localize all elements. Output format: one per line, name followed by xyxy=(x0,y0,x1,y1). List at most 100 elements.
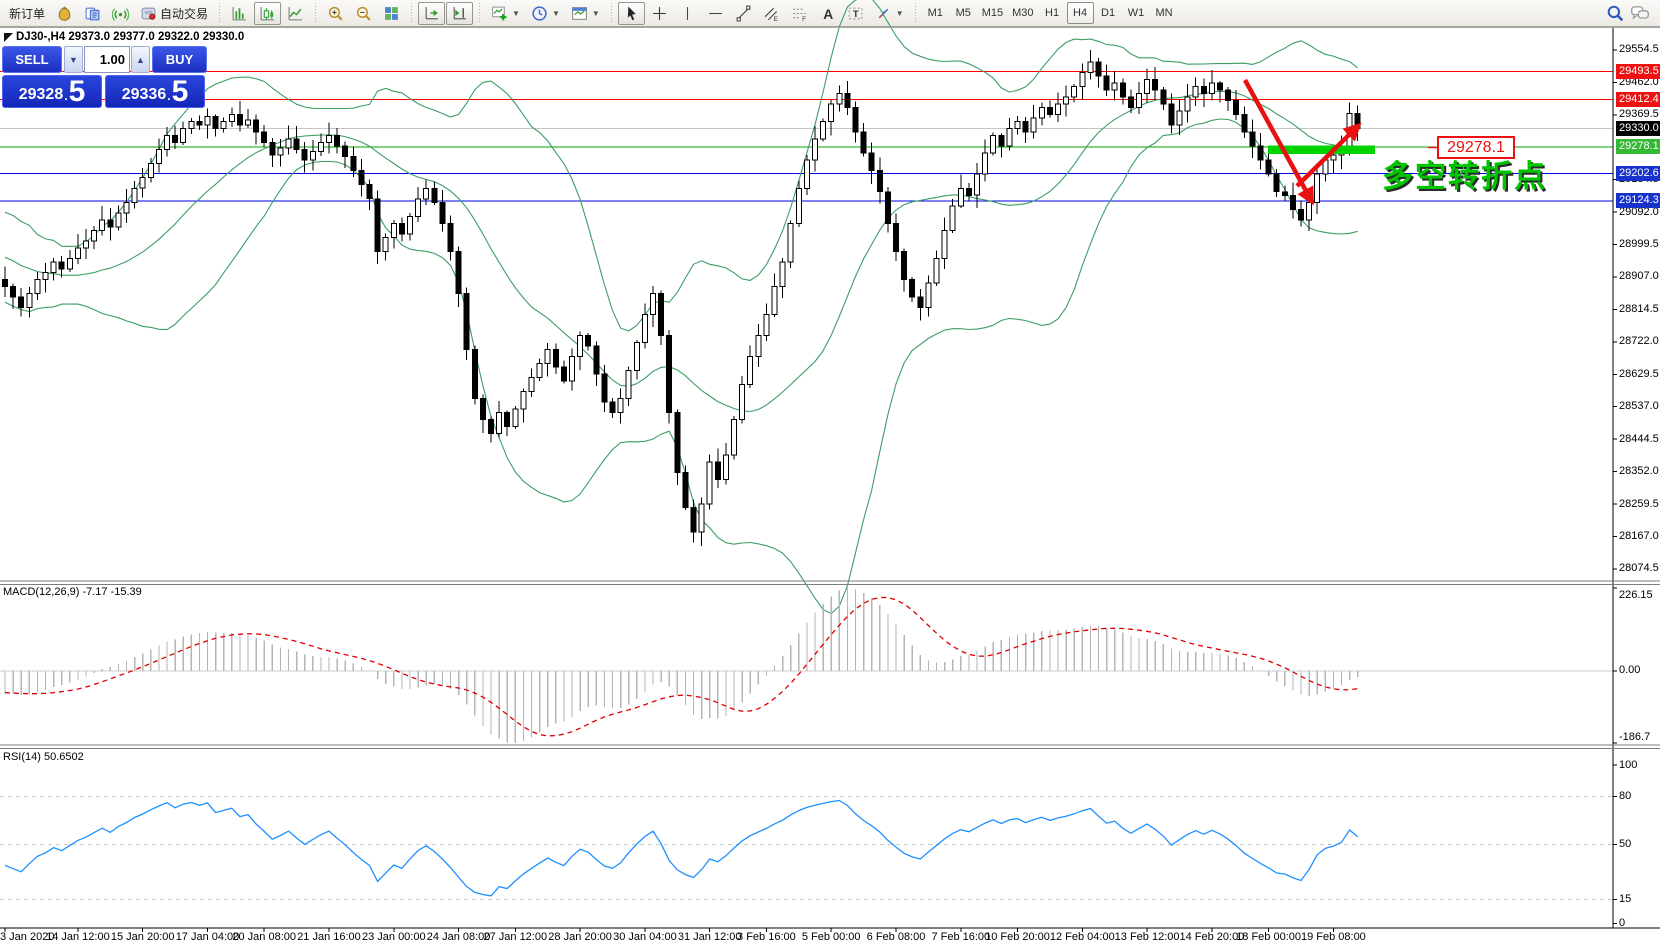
candlestick-mode-button[interactable] xyxy=(254,1,282,25)
autotrading-icon xyxy=(141,7,156,20)
time-label: 7 Feb 16:00 xyxy=(931,931,991,943)
main-toolbar: 新订单 自动交易 xyxy=(0,0,1660,27)
templates-button[interactable]: ▼ xyxy=(566,2,605,25)
rsi-label: RSI(14) 50.6502 xyxy=(3,751,84,763)
template-icon xyxy=(571,6,587,20)
zoom-in-button[interactable] xyxy=(322,2,349,25)
zoom-out-button[interactable] xyxy=(350,2,377,25)
time-axis[interactable]: 3 Jan 2020 14 Jan 12:00 15 Jan 20:00 17 Jan… xyxy=(0,928,1660,947)
toolbar-grip xyxy=(477,3,483,23)
text-tool-button[interactable]: A xyxy=(814,2,841,25)
documents-icon xyxy=(85,7,100,20)
autotrading-button[interactable]: 自动交易 xyxy=(135,2,213,25)
toolbar-right xyxy=(1606,4,1656,22)
chart-title: DJ30-,H4 29373.0 29377.0 29322.0 29330.0 xyxy=(16,31,245,43)
collapse-triangle-icon[interactable] xyxy=(4,33,14,43)
history-center-button[interactable] xyxy=(51,2,78,25)
crosshair-tool-button[interactable] xyxy=(646,2,673,25)
svg-text:E: E xyxy=(773,15,777,21)
line-chart-icon xyxy=(288,6,302,20)
macd-window-splitter[interactable] xyxy=(0,580,1660,585)
market-watch-button[interactable] xyxy=(79,2,106,25)
toolbar-grip xyxy=(313,3,319,23)
timeframe-button-d1[interactable]: D1 xyxy=(1101,7,1116,19)
annotation-price-tag: 29278.1 xyxy=(1437,136,1515,159)
timeframe-button-w1[interactable]: W1 xyxy=(1127,7,1145,19)
indicators-button[interactable]: ▼ xyxy=(486,2,525,25)
toolbar-grip xyxy=(912,3,918,23)
buy-price-pips: 5 xyxy=(171,75,189,108)
time-label: 31 Jan 12:00 xyxy=(677,931,742,943)
macd-label: MACD(12,26,9) -7.17 -15.39 xyxy=(3,586,142,598)
crosshair-icon xyxy=(652,6,666,20)
timeframe-button-h4[interactable]: H4 xyxy=(1066,2,1094,24)
dropdown-caret-icon: ▼ xyxy=(895,8,904,18)
toolbar-grip xyxy=(409,3,415,23)
trendline-tool-button[interactable] xyxy=(730,2,757,25)
time-label: 30 Jan 04:00 xyxy=(613,931,677,943)
signals-button[interactable] xyxy=(107,2,134,25)
horizontal-line-tool-button[interactable] xyxy=(702,2,729,25)
vertical-line-icon xyxy=(686,6,688,20)
volume-increase-button[interactable]: ▲ xyxy=(131,46,150,73)
sell-price-main: 29328 xyxy=(18,86,64,103)
buy-button[interactable]: BUY xyxy=(152,46,207,73)
dropdown-caret-icon: ▼ xyxy=(512,8,520,18)
svg-text:A: A xyxy=(823,5,833,21)
time-label: 17 Jan 04:00 xyxy=(175,931,240,943)
timeframe-button-mn[interactable]: MN xyxy=(1155,7,1173,19)
time-label: 18 Feb 00:00 xyxy=(1236,931,1302,943)
one-click-top-row: SELL ▼ ▲ BUY xyxy=(2,46,207,73)
timeframe-group: M1 M5 M15 M30 H1 H4 D1 W1 MN xyxy=(922,2,1178,24)
new-order-button[interactable]: 新订单 xyxy=(4,2,50,25)
cursor-icon xyxy=(627,6,636,20)
tile-windows-button[interactable] xyxy=(378,2,405,25)
indicators-icon xyxy=(492,6,507,20)
chart-shift-button[interactable] xyxy=(446,1,474,25)
autotrading-label: 自动交易 xyxy=(160,6,209,21)
clock-icon xyxy=(532,5,547,21)
text-label-icon: T xyxy=(848,7,863,20)
rsi-window-splitter[interactable] xyxy=(0,744,1660,749)
timeframe-button-m1[interactable]: M1 xyxy=(927,7,943,19)
time-label: 27 Jan 12:00 xyxy=(483,931,548,943)
sell-button[interactable]: SELL xyxy=(2,46,62,73)
time-label: 20 Jan 08:00 xyxy=(232,931,296,943)
auto-scroll-button[interactable] xyxy=(418,1,446,25)
volume-input[interactable] xyxy=(84,46,130,73)
new-order-label: 新订单 xyxy=(9,6,46,21)
zoom-out-icon xyxy=(356,6,371,21)
toolbar-grip xyxy=(608,3,614,23)
channel-icon: E xyxy=(764,7,778,22)
svg-text:T: T xyxy=(853,9,859,20)
cursor-tool-button[interactable] xyxy=(617,1,645,25)
timeframe-button-m30[interactable]: M30 xyxy=(1012,7,1034,19)
bar-chart-mode-button[interactable] xyxy=(226,2,253,25)
dropdown-caret-icon: ▼ xyxy=(591,8,600,18)
vertical-line-tool-button[interactable] xyxy=(674,2,701,25)
time-label: 21 Jan 16:00 xyxy=(297,931,361,943)
chat-icon[interactable] xyxy=(1630,4,1650,22)
time-label: 14 Feb 20:00 xyxy=(1179,931,1245,943)
sell-price-dot: . xyxy=(64,89,68,103)
line-chart-mode-button[interactable] xyxy=(282,2,309,25)
search-icon[interactable] xyxy=(1606,4,1624,22)
periods-button[interactable]: ▼ xyxy=(526,2,565,25)
volume-decrease-button[interactable]: ▼ xyxy=(64,46,83,73)
buy-price-box[interactable]: 29336 . 5 xyxy=(105,75,205,108)
time-label: 13 Feb 12:00 xyxy=(1114,931,1180,943)
timeframe-button-h1[interactable]: H1 xyxy=(1045,7,1060,19)
time-label: 10 Feb 20:00 xyxy=(985,931,1050,943)
channel-tool-button[interactable]: E xyxy=(758,2,785,25)
zoom-in-icon xyxy=(328,6,343,21)
timeframe-button-m15[interactable]: M15 xyxy=(981,7,1004,19)
buy-price-dot: . xyxy=(167,89,171,103)
svg-text:F: F xyxy=(802,15,806,21)
text-label-tool-button[interactable]: T xyxy=(842,2,869,25)
sell-price-box[interactable]: 29328 . 5 xyxy=(2,75,102,108)
timeframe-button-m5[interactable]: M5 xyxy=(955,7,971,19)
fibonacci-tool-button[interactable]: F xyxy=(786,2,813,25)
price-axis[interactable] xyxy=(1613,28,1660,928)
